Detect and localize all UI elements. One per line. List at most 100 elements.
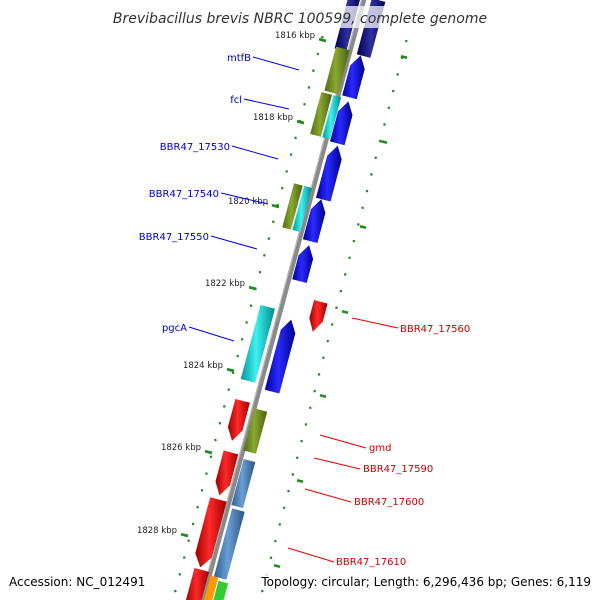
scale-tick [271,203,280,209]
feature-layer [185,0,386,600]
gene-label: BBR47_17530 [160,142,230,153]
scale-ring-dot [356,223,360,226]
scale-ring-dot [278,523,282,526]
scale-tick-label: 1826 kbp [161,443,201,453]
scale-tick-label: 1818 kbp [253,113,293,123]
scale-ring-dot [343,273,347,276]
gene-label-leader [304,488,352,503]
gene-label-leader [210,235,258,250]
map-title: Brevibacillus brevis NBRC 100599, comple… [113,11,487,27]
scale-ring-dot [308,406,312,410]
cog-band [204,575,219,600]
scale-ring-dot [200,488,204,492]
cog-band [231,459,256,509]
scale-ring-dot [326,339,330,343]
scale-major-tick [380,139,388,145]
scale-tick [226,367,235,373]
scale-ring-dot [361,206,365,210]
scale-ring-dot [263,253,266,257]
gene-label-leader [319,434,367,449]
scale-major-tick [400,54,408,60]
scale-tick-label: 1816 kbp [275,31,315,41]
scale-ring-dot [218,421,222,425]
scale-tick [180,532,189,538]
gene-arrow-reverse [309,300,328,332]
scale-ring-dot [313,389,317,393]
topology-text: Topology: circular; Length: 6,296,436 bp… [260,575,591,589]
cog-band [310,92,332,137]
scale-ring-dot [205,472,208,475]
scale-ring-dot [396,73,399,76]
gene-arrow-reverse [215,450,239,496]
gene-label: mtfB [227,53,251,64]
scale-ring-dot [282,506,286,510]
label-layer: mtfB fcl BBR47_17530 BBR47_17540 BBR47_17550… [139,53,470,568]
cog-band [213,580,229,600]
gene-label-leader [188,326,235,342]
scale-tick [204,449,213,455]
scale-ring-dot [335,306,338,310]
gene-label-leader [220,192,269,205]
cog-band [322,95,342,140]
scale-ring-dot [404,39,408,43]
gene-label: BBR47_17590 [363,464,433,475]
scale-ring-dot [258,270,262,274]
accession-text: Accession: NC_012491 [9,575,145,589]
gene-label-leader [252,56,300,71]
scale-ring-dot [191,522,195,526]
scale-ring-dot [365,189,369,193]
scale-ring-dot [269,556,273,560]
scale-tick-label: 1828 kbp [137,526,177,536]
scale-ring-dot [214,438,217,442]
scale-ring-dot [196,505,199,509]
scale-ring-dot [304,423,308,426]
gene-label: BBR47_17540 [149,189,219,200]
scale-ring-dot [295,456,299,460]
scale-ring-dot [374,156,378,160]
scale-ring-dot [182,556,186,559]
scale-ring-dot [303,102,306,106]
scale-ring-dot [240,337,244,341]
gene-label-leader [313,457,361,470]
gene-label-leader [287,547,335,563]
scale-ring-dot [291,473,295,476]
scale-tick-label: 1820 kbp [228,197,268,207]
scale-ring-dot [330,323,334,326]
scale-ring-dot [285,170,289,173]
scale-ring-dot [294,136,297,140]
footer-backdrop-right [256,572,596,590]
scale-ring-dot [236,354,240,358]
scale-ring-dot [271,220,275,224]
scale-ring-dot [287,489,290,493]
gene-arrow-reverse [195,497,227,568]
gene-arrow-reverse [185,568,209,600]
scale-ring-dot [173,589,177,593]
gene-label: BBR47_17600 [354,497,424,508]
cog-band [282,183,303,230]
scale-ring-dot [300,439,303,443]
scale-ring-dot [352,239,356,243]
scale-ring-dot [387,106,391,110]
gene-label: gmd [369,443,391,454]
scale-ring-dot [187,539,191,543]
cog-band [292,185,312,232]
title-backdrop [112,6,488,28]
gene-arrow-forward [342,55,365,100]
cog-band [324,46,350,95]
scale-tick-label: 1822 kbp [205,279,245,289]
scale-ring-dot [245,321,248,324]
scale-ring-dot [348,256,351,260]
scale-ring-dot [378,139,382,143]
scale-major-tick [341,309,349,315]
scale-ring-dot [289,153,293,157]
scale-major-tick [319,393,327,399]
gene-arrow-forward [292,245,314,283]
scale-major-tick [296,478,304,484]
cog-band [240,305,275,383]
scale-ring-dot [227,388,231,392]
scale-ring-dot [316,52,320,56]
cog-band [214,508,245,580]
gene-label-leader [243,98,290,110]
gene-label: fcl [230,95,242,106]
scale-ring-dot [339,289,343,293]
